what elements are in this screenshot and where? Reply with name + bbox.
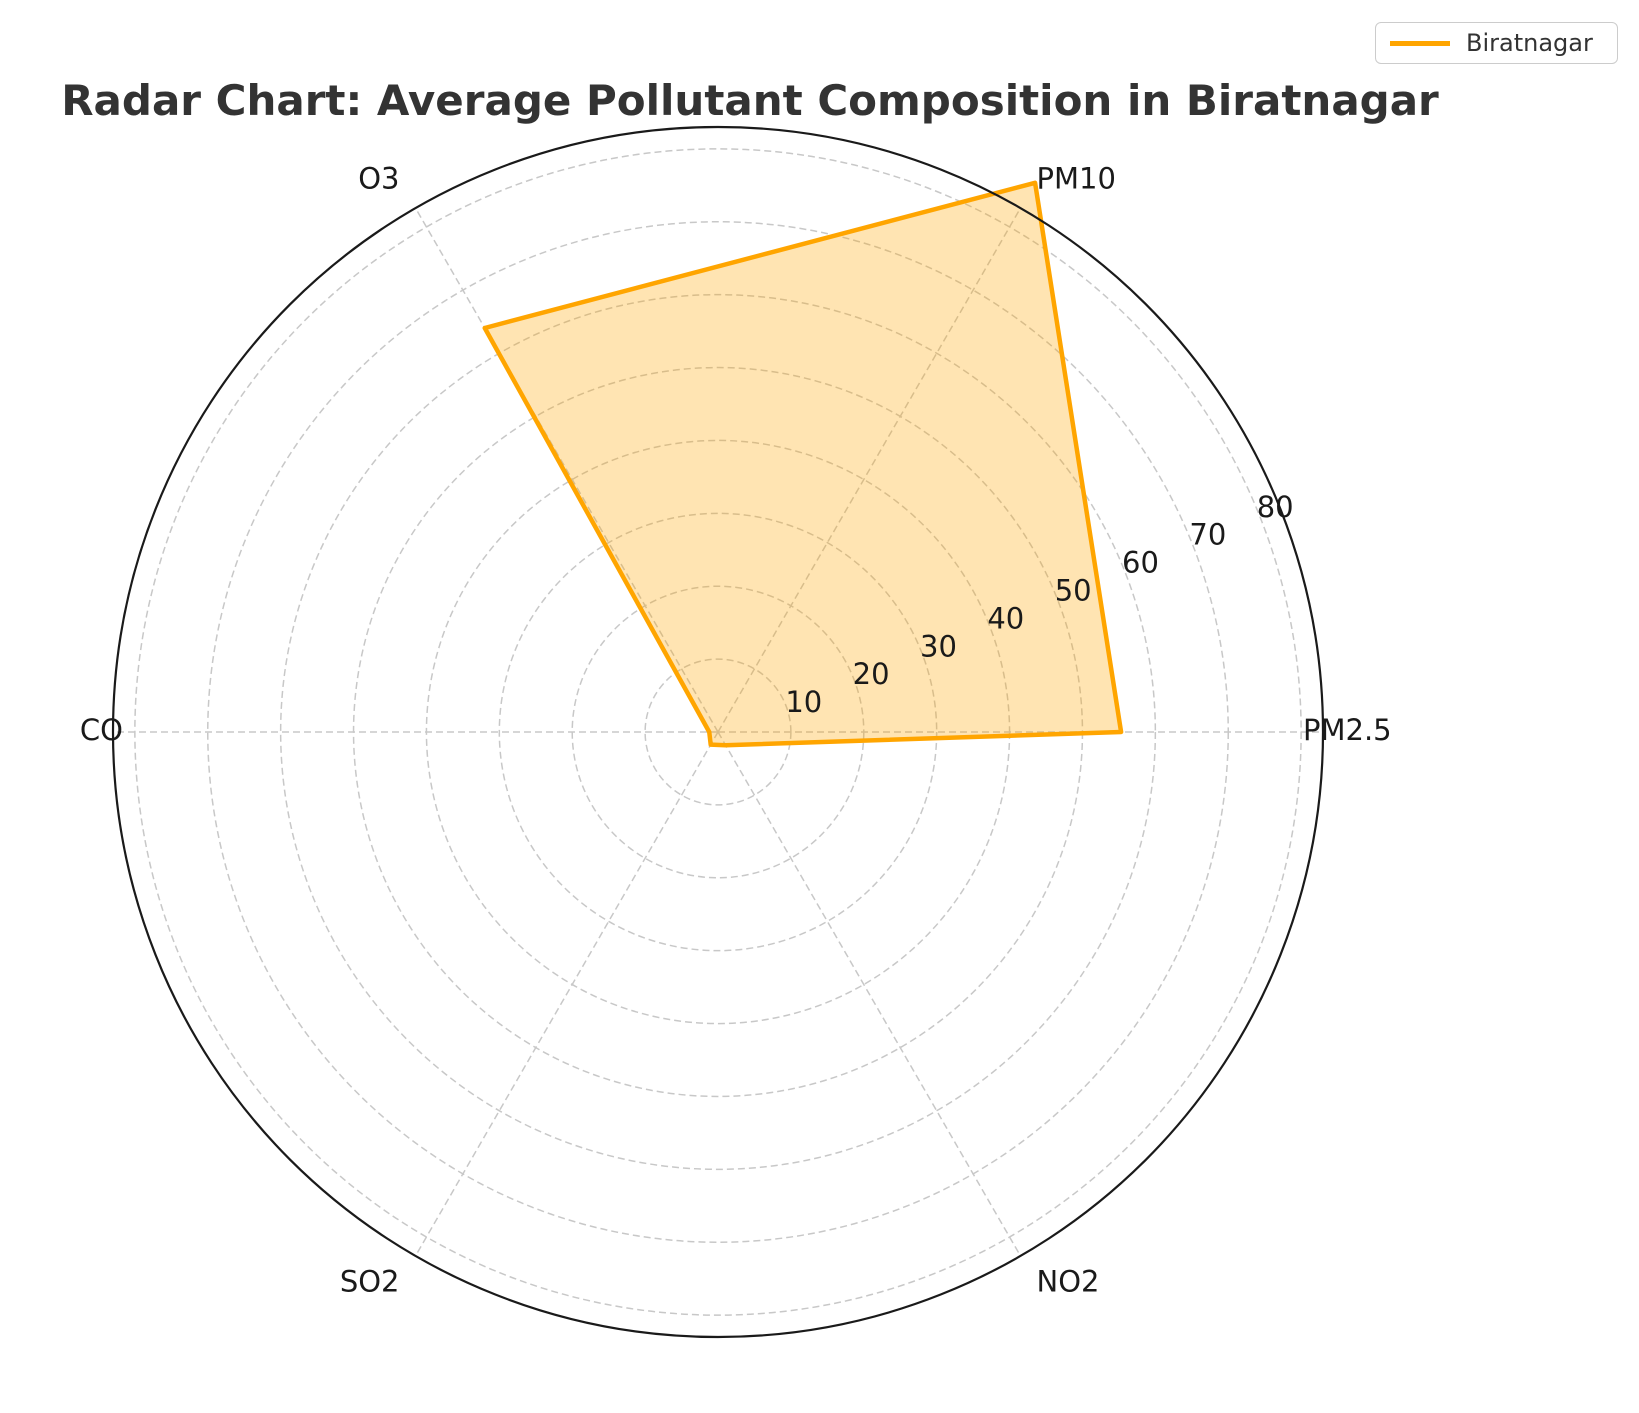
spoke-5 <box>717 731 1022 1257</box>
chart-title: Radar Chart: Average Pollutant Compositi… <box>61 76 1439 125</box>
spoke-2 <box>414 207 719 733</box>
rtick-label-10: 10 <box>785 685 822 719</box>
series-line-0 <box>482 180 1124 748</box>
radar-tick-labels: 10 20 30 40 50 60 70 80 <box>785 490 1293 719</box>
radar-outer-frame <box>111 125 1325 1339</box>
rtick-label-40: 40 <box>987 601 1024 635</box>
radar-series <box>482 180 1124 748</box>
series-area-0 <box>484 182 1122 746</box>
spoke-1 <box>717 207 1022 733</box>
radar-axis-labels: PM2.5 PM10 O3 CO SO2 NO2 <box>80 161 1392 1298</box>
axis-label-5: NO2 <box>1037 1265 1100 1299</box>
radar-spokes <box>113 207 1323 1257</box>
rtick-label-60: 60 <box>1122 546 1159 580</box>
legend-label: Biratnagar <box>1466 29 1593 57</box>
rtick-label-20: 20 <box>853 657 890 691</box>
legend: Biratnagar <box>1375 22 1618 64</box>
rtick-label-50: 50 <box>1055 574 1092 608</box>
axis-label-3: CO <box>80 713 123 747</box>
rtick-label-80: 80 <box>1257 490 1294 524</box>
grid-ring-30 <box>498 512 938 952</box>
grid-ring-60 <box>279 293 1157 1171</box>
legend-swatch <box>1390 40 1450 46</box>
axis-label-2: O3 <box>358 161 399 195</box>
rtick-label-30: 30 <box>920 629 957 663</box>
spoke-4 <box>414 731 719 1257</box>
axis-label-1: PM10 <box>1037 161 1116 195</box>
axis-label-4: SO2 <box>340 1265 400 1299</box>
axis-label-0: PM2.5 <box>1303 713 1392 747</box>
rtick-label-70: 70 <box>1189 518 1226 552</box>
